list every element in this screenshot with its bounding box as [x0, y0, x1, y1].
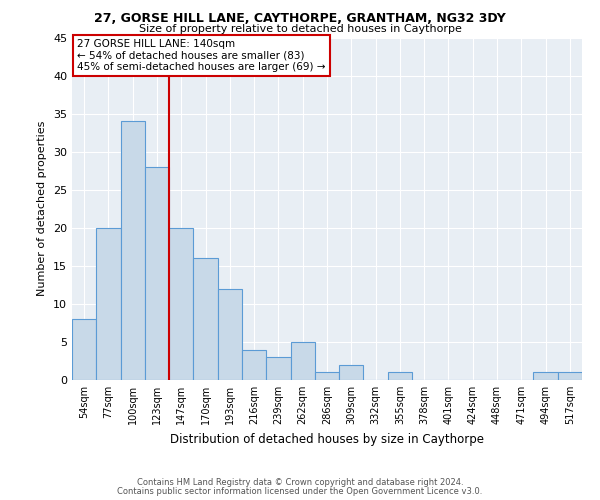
- Text: Contains HM Land Registry data © Crown copyright and database right 2024.: Contains HM Land Registry data © Crown c…: [137, 478, 463, 487]
- Bar: [388, 372, 412, 380]
- Bar: [315, 372, 339, 380]
- Bar: [145, 167, 169, 380]
- Bar: [218, 288, 242, 380]
- Text: Size of property relative to detached houses in Caythorpe: Size of property relative to detached ho…: [139, 24, 461, 34]
- X-axis label: Distribution of detached houses by size in Caythorpe: Distribution of detached houses by size …: [170, 432, 484, 446]
- Bar: [121, 121, 145, 380]
- Bar: [169, 228, 193, 380]
- Bar: [339, 365, 364, 380]
- Y-axis label: Number of detached properties: Number of detached properties: [37, 121, 47, 296]
- Bar: [558, 372, 582, 380]
- Bar: [290, 342, 315, 380]
- Text: Contains public sector information licensed under the Open Government Licence v3: Contains public sector information licen…: [118, 487, 482, 496]
- Bar: [72, 319, 96, 380]
- Bar: [193, 258, 218, 380]
- Text: 27 GORSE HILL LANE: 140sqm
← 54% of detached houses are smaller (83)
45% of semi: 27 GORSE HILL LANE: 140sqm ← 54% of deta…: [77, 39, 325, 72]
- Bar: [242, 350, 266, 380]
- Text: 27, GORSE HILL LANE, CAYTHORPE, GRANTHAM, NG32 3DY: 27, GORSE HILL LANE, CAYTHORPE, GRANTHAM…: [94, 12, 506, 26]
- Bar: [266, 357, 290, 380]
- Bar: [533, 372, 558, 380]
- Bar: [96, 228, 121, 380]
